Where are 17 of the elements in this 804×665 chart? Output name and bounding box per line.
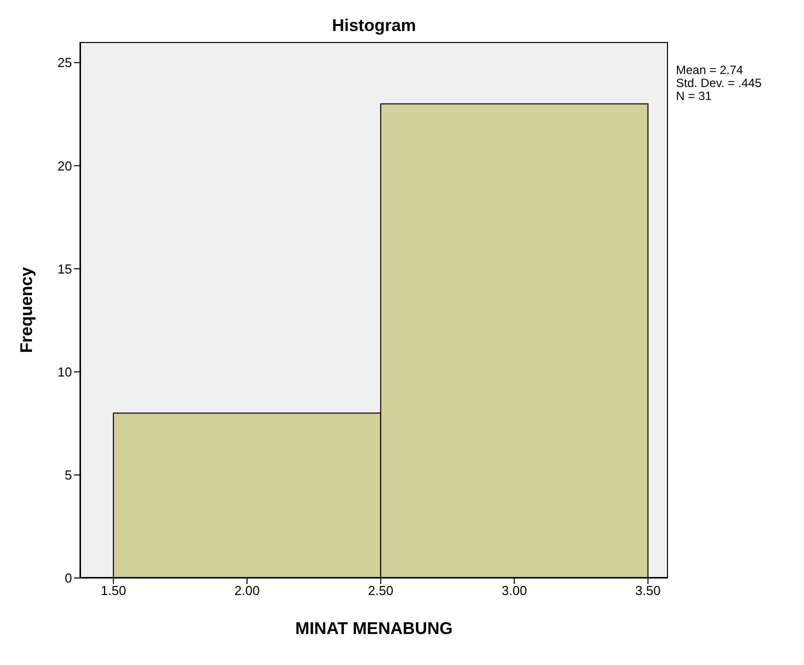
y-tick-label: 20 <box>58 158 72 174</box>
y-tick-label: 10 <box>58 364 72 380</box>
chart-title: Histogram <box>330 16 418 36</box>
text: Mean = 2.74 <box>676 63 744 77</box>
x-axis-title: MINAT MENABUNG <box>295 619 453 638</box>
x-tick-label: 3.00 <box>502 583 527 598</box>
y-tick-label: 15 <box>58 261 72 276</box>
text: Std. Dev. = .445 <box>676 76 762 90</box>
x-tick-label: 2.00 <box>234 583 260 598</box>
text: N = 31 <box>676 89 713 103</box>
x-tick-label: 3.50 <box>635 583 661 598</box>
y-tick-label: 5 <box>64 468 72 483</box>
x-tick-label: 1.50 <box>100 583 126 598</box>
x-tick-label: 2.50 <box>368 583 394 598</box>
y-tick-label: 0 <box>64 570 72 586</box>
y-tick-label: 25 <box>58 55 72 70</box>
y-axis-title: Frequency <box>17 266 36 353</box>
